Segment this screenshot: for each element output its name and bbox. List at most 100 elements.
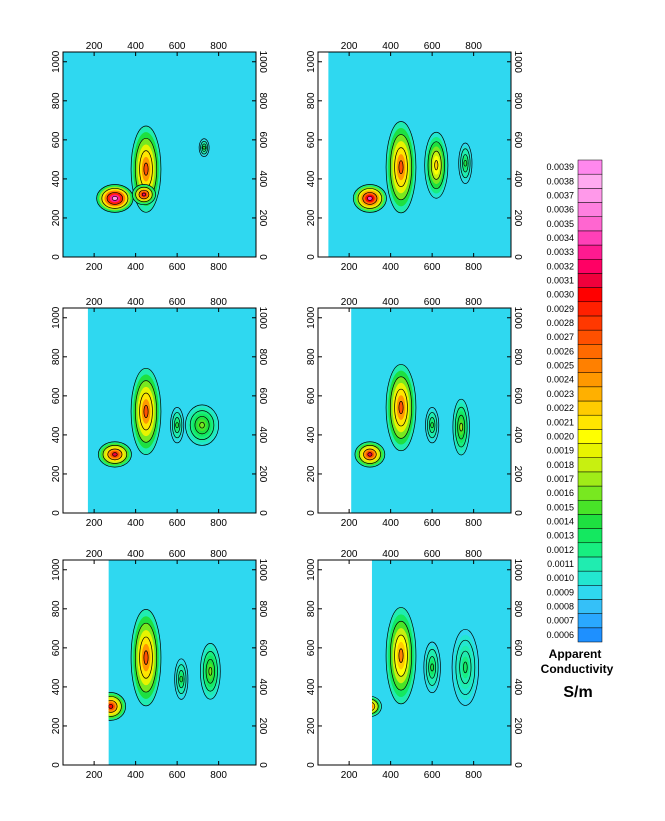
y-tick-label-left: 800 [51,348,62,365]
y-tick-label-left: 1000 [51,50,62,73]
colorbar-swatch [577,599,603,614]
y-tick-label-left: 1000 [306,558,317,581]
x-tick-label-top: 200 [86,41,103,52]
y-tick-label-right: 400 [257,171,268,188]
colorbar-tick-label: 0.0028 [546,318,574,328]
contour-level [143,404,149,418]
y-tick-label-right: 0 [257,510,268,516]
panel-6: 200 200 400 400 600 600 800 800 0 0 200 200 400 400 60… [306,549,523,781]
contour-level [463,661,468,674]
contour-group [97,367,219,468]
y-tick-label-right: 200 [512,210,523,227]
y-tick-label-right: 1000 [512,51,523,74]
colorbar-tick-label: 0.0030 [546,290,574,300]
x-tick-label-top: 800 [465,41,482,52]
x-tick-label-bottom: 600 [424,518,441,529]
colorbar-swatches [577,159,603,643]
x-tick-label-bottom: 400 [382,518,399,529]
contour-level [175,422,179,429]
colorbar-tick-label: 0.0032 [546,261,574,271]
x-tick-label-bottom: 400 [127,770,144,781]
colorbar-swatch [577,216,603,232]
contour-level [367,196,373,201]
y-tick-label-right: 0 [512,762,523,768]
colorbar-swatch [577,273,603,288]
panel-frame [317,559,512,766]
colorbar-swatch [577,188,603,203]
colorbar-tick-label: 0.0031 [546,276,574,286]
x-tick-label-top: 800 [210,297,227,308]
colorbar-swatch [577,202,603,217]
contour-level [430,663,434,672]
y-tick-label-left: 800 [51,600,62,617]
x-tick-label-top: 400 [382,549,399,560]
x-tick-label-bottom: 800 [465,518,482,529]
x-tick-label-bottom: 400 [127,262,144,273]
colorbar-tick-label: 0.0036 [546,205,574,215]
colorbar-tick-label: 0.0037 [546,190,574,200]
colorbar-swatch [577,173,603,189]
colorbar-tick-label: 0.0014 [546,517,574,527]
colorbar-swatch [577,585,603,600]
colorbar-swatch [577,344,603,359]
y-tick-label-right: 800 [257,348,268,365]
colorbar-tick-label: 0.0013 [546,531,574,541]
colorbar-swatch [577,230,603,246]
colorbar-swatch [577,301,603,317]
data-coverage-area [328,52,511,257]
contour-level [141,192,146,197]
y-tick-label-right: 600 [257,388,268,405]
x-tick-label-bottom: 200 [86,518,103,529]
x-tick-label-top: 400 [127,549,144,560]
y-tick-label-left: 200 [306,209,317,226]
x-tick-label-top: 200 [341,41,358,52]
colorbar-tick-label: 0.0007 [546,616,574,626]
y-tick-label-left: 400 [51,678,62,695]
colorbar-tick-label: 0.0017 [546,474,574,484]
contour-level [108,704,114,709]
colorbar-swatch [577,358,603,373]
x-tick-label-top: 400 [382,41,399,52]
x-tick-label-top: 200 [86,297,103,308]
x-tick-label-bottom: 600 [424,262,441,273]
colorbar-swatch [577,372,603,388]
x-tick-label-bottom: 800 [465,262,482,273]
y-tick-label-left: 200 [306,465,317,482]
colorbar-swatch [577,528,603,544]
colorbar-tick-label: 0.0006 [546,630,574,640]
panel-5: 200 200 400 400 600 600 800 800 0 0 200 200 400 400 60… [51,549,268,781]
colorbar: 0.0006 0.0007 0.0008 0.0009 0.0010 0.0011 0.00… [541,159,614,701]
contour-level [111,196,118,201]
colorbar-tick-labels: 0.0006 0.0007 0.0008 0.0009 0.0010 0.0011 0.00… [546,162,574,640]
contour-level [367,452,373,457]
colorbar-tick-label: 0.0029 [546,304,574,314]
y-tick-label-left: 600 [51,639,62,656]
colorbar-tick-label: 0.0021 [546,417,574,427]
colorbar-swatch [577,159,603,175]
colorbar-tick-label: 0.0015 [546,502,574,512]
y-tick-label-right: 800 [512,92,523,109]
y-tick-label-left: 600 [306,387,317,404]
y-tick-label-left: 0 [306,254,317,260]
y-tick-label-right: 400 [257,427,268,444]
y-tick-label-left: 200 [51,465,62,482]
colorbar-swatch [577,499,603,515]
x-tick-label-bottom: 200 [86,262,103,273]
panel-frame [62,559,257,766]
panel-frame [317,307,512,514]
y-tick-label-left: 1000 [51,306,62,329]
y-tick-label-right: 400 [257,679,268,696]
x-tick-label-top: 400 [127,297,144,308]
y-tick-label-right: 1000 [512,307,523,330]
y-tick-label-right: 200 [257,718,268,735]
y-tick-label-right: 200 [512,466,523,483]
panel-2: 200 200 400 400 600 600 800 800 0 0 200 200 400 400 60… [306,41,523,273]
x-tick-label-bottom: 600 [169,262,186,273]
y-tick-label-left: 600 [51,131,62,148]
colorbar-swatch [577,613,603,629]
y-tick-label-left: 600 [306,639,317,656]
x-tick-label-bottom: 800 [465,770,482,781]
y-tick-label-right: 0 [257,254,268,260]
colorbar-swatch [577,556,603,572]
colorbar-tick-label: 0.0038 [546,176,574,186]
